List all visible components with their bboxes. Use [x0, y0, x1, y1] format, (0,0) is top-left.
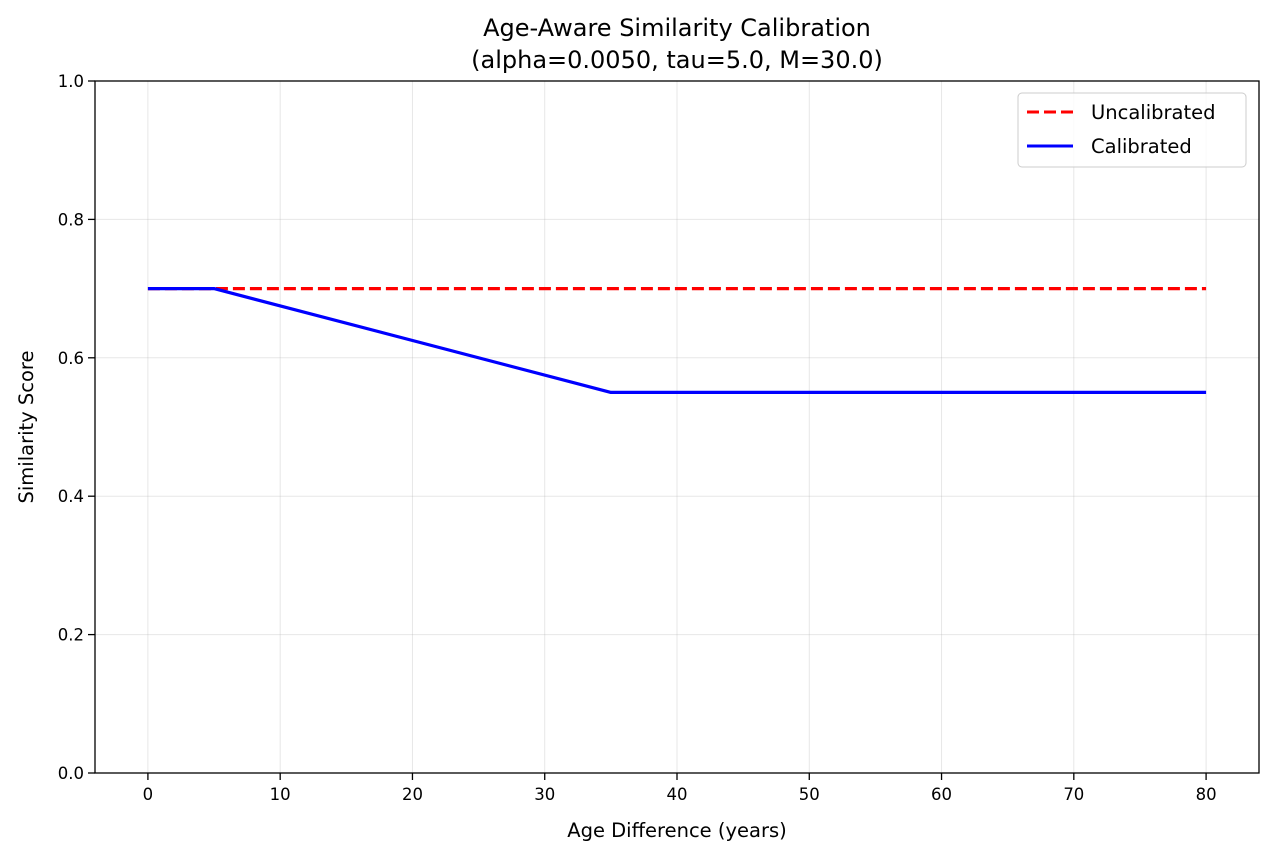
x-tick-label: 30: [534, 785, 555, 804]
x-tick-label: 0: [143, 785, 154, 804]
x-tick-label: 10: [270, 785, 291, 804]
chart-subtitle: (alpha=0.0050, tau=5.0, M=30.0): [471, 46, 883, 74]
x-tick-label: 80: [1196, 785, 1217, 804]
y-tick-label: 0.0: [58, 764, 84, 783]
legend-box: [1017, 92, 1247, 168]
y-tick-label: 1.0: [58, 72, 84, 91]
x-tick-label: 20: [402, 785, 423, 804]
x-axis-label: Age Difference (years): [567, 819, 787, 842]
x-tick-label: 60: [931, 785, 952, 804]
ticks: 0 10 20 30 40 50 60 70 80 0.0 0.2 0.4 0.6 0.8 1.0: [58, 72, 1217, 804]
series-line-calibrated: [147, 287, 1207, 394]
y-tick-label: 0.2: [58, 626, 84, 645]
y-axis-label: Similarity Score: [15, 350, 38, 503]
legend-label-uncalibrated: Uncalibrated: [1091, 101, 1216, 124]
y-tick-label: 0.4: [58, 487, 84, 506]
plot-series: [147, 287, 1207, 394]
y-tick-label: 0.8: [58, 210, 84, 229]
x-tick-label: 40: [667, 785, 688, 804]
x-tick-label: 50: [799, 785, 820, 804]
y-tick-label: 0.6: [58, 349, 84, 368]
chart-title: Age-Aware Similarity Calibration: [483, 14, 871, 42]
x-tick-label: 70: [1063, 785, 1084, 804]
legend-label-calibrated: Calibrated: [1091, 135, 1192, 158]
legend: Uncalibrated Calibrated: [1017, 92, 1247, 168]
